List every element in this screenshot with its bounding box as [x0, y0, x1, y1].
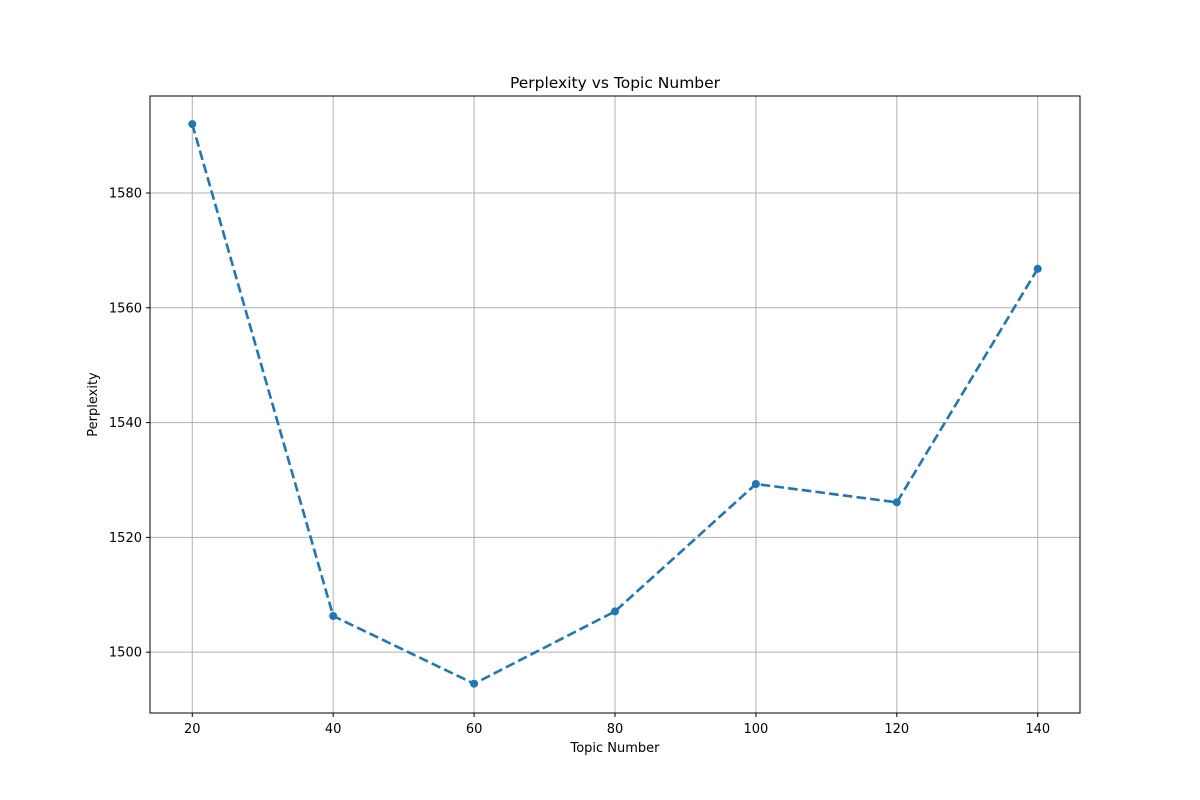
data-point — [1033, 264, 1042, 273]
y-tick-label: 1580 — [109, 186, 142, 201]
y-tick-label: 1560 — [109, 301, 142, 316]
y-tick-label: 1540 — [109, 416, 142, 431]
data-point — [611, 607, 619, 616]
data-point — [470, 679, 479, 688]
x-tick-label: 140 — [1025, 722, 1050, 737]
x-tick-label: 80 — [607, 722, 624, 737]
x-tick-label: 100 — [743, 722, 768, 737]
y-tick-label: 1520 — [109, 531, 142, 546]
y-tick-label: 1500 — [109, 646, 142, 661]
chart-title: Perplexity vs Topic Number — [510, 74, 721, 92]
data-point — [751, 479, 760, 488]
x-tick-label: 40 — [325, 722, 342, 737]
series-perplexity — [188, 120, 1042, 688]
grid-lines — [150, 96, 1080, 713]
x-tick-label: 20 — [184, 722, 201, 737]
axis-ticks: 20 40 60 80 100 120 140 1500 1520 1540 1560 1580 — [109, 186, 1050, 737]
x-tick-label: 60 — [466, 722, 483, 737]
plot-area-frame — [149, 95, 1081, 714]
data-point — [892, 498, 901, 507]
x-tick-label: 120 — [884, 722, 909, 737]
y-axis-title: Perplexity — [86, 372, 101, 437]
data-point — [329, 612, 338, 621]
x-axis-title: Topic Number — [569, 741, 660, 756]
data-point — [188, 120, 197, 129]
